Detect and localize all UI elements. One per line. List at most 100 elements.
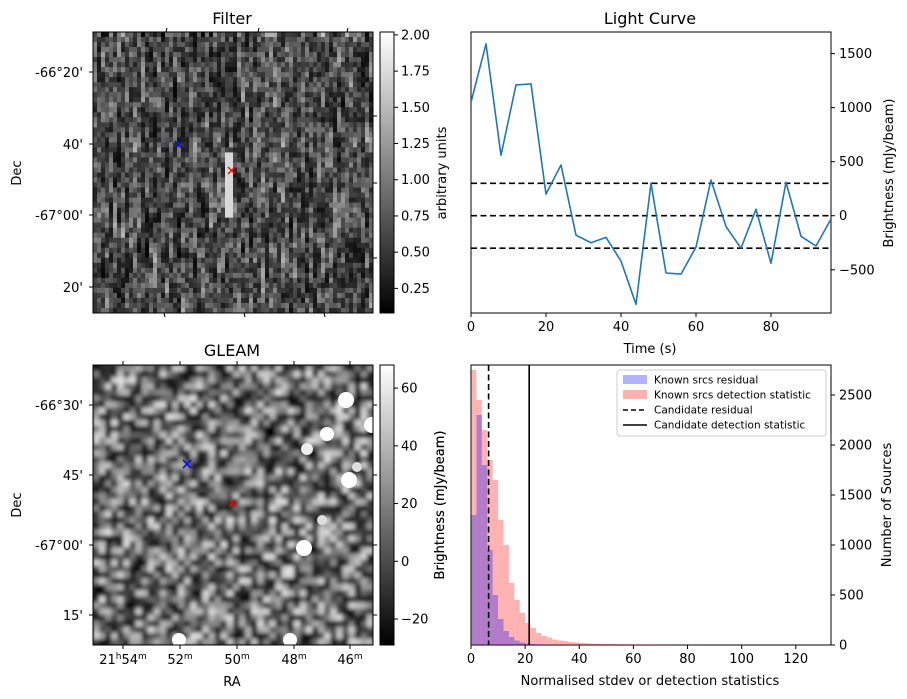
histogram-bar: [579, 642, 585, 645]
lightcurve-ytick-label: −500: [839, 263, 875, 278]
colorbar-tick-label: 40: [401, 439, 418, 454]
histogram-bar: [611, 644, 618, 645]
filter-title: Filter: [212, 9, 252, 28]
filter-ytick-label: -66°20': [35, 66, 83, 81]
histogram-bar: [471, 515, 477, 645]
histogram-bar: [627, 644, 634, 645]
histogram-bar: [525, 623, 531, 645]
lightcurve-panel: Light Curve 0 20 40 60 80 1500 1000 500 0 −500 Ti…: [467, 9, 897, 357]
gleam-axes-frame: [92, 364, 374, 646]
lightcurve-ylabel: Brightness (mJy/beam): [882, 99, 897, 248]
histogram-bar: [633, 644, 639, 645]
filter-ytick-label: 20': [63, 281, 83, 296]
histogram-xtick-label: 60: [625, 652, 642, 667]
gleam-colorbar-ticks: 60 40 20 0 −20: [394, 382, 428, 628]
histogram-bar: [552, 639, 558, 645]
histogram-bar: [519, 613, 526, 645]
histogram-bar: [481, 430, 488, 645]
gleam-ylabel: Dec: [10, 492, 25, 517]
lightcurve-xtick-label: 20: [538, 320, 555, 335]
histogram-xtick-label: 120: [783, 652, 808, 667]
lightcurve-xtick-label: 80: [763, 320, 780, 335]
histogram-xtick-label: 40: [571, 652, 588, 667]
gleam-marker-blue: [182, 459, 192, 469]
histogram-bar: [525, 643, 531, 645]
colorbar-tick-label: 2.00: [401, 28, 430, 43]
gleam-xtick-label: 21h54m: [99, 652, 147, 668]
filter-ytick-label: -67°00': [35, 209, 83, 224]
lightcurve-ytick-label: 500: [839, 155, 864, 170]
histogram-xtick-label: 80: [679, 652, 696, 667]
histogram-bar: [617, 644, 623, 645]
histogram-bar: [514, 640, 520, 645]
histogram-bar: [557, 640, 564, 645]
colorbar-tick-label: −20: [401, 613, 428, 628]
histogram-bar: [492, 480, 499, 645]
histogram-legend: Known srcs residual Known srcs detection…: [616, 369, 827, 437]
histogram-axes: 0 20 40 60 80 100 120 2500 2000 1500 1000 500 0: [467, 389, 872, 668]
histogram-bar: [519, 642, 526, 645]
lightcurve-xtick-label: 60: [688, 320, 705, 335]
gleam-xtick-label: 50m: [224, 652, 249, 668]
histogram-panel: 0 20 40 60 80 100 120 2500 2000 1500 1000 500 0 Norm…: [433, 364, 895, 689]
histogram-bar: [530, 628, 536, 645]
lightcurve-ytick-label: 0: [839, 209, 847, 224]
colorbar-tick-label: 1.25: [401, 137, 430, 152]
histogram-bar: [487, 460, 493, 645]
lightcurve-xtick-label: 0: [467, 320, 475, 335]
histogram-bar: [573, 642, 580, 645]
lightcurve-ytick-label: 1000: [839, 101, 872, 116]
colorbar-tick-label: 0.25: [401, 282, 430, 297]
histogram-ytick-label: 1500: [839, 489, 872, 504]
histogram-bar: [606, 644, 612, 645]
histogram-xtick-label: 100: [729, 652, 754, 667]
gleam-title: GLEAM: [204, 341, 260, 360]
histogram-bar: [476, 400, 482, 645]
colorbar-tick-label: 1.50: [401, 101, 430, 116]
gleam-ytick-label: 45': [63, 469, 83, 484]
histogram-bar: [476, 415, 482, 645]
histogram-bar: [508, 637, 515, 645]
histogram-bar: [481, 465, 488, 645]
histogram-bar: [541, 636, 547, 645]
histogram-ytick-label: 2500: [839, 389, 872, 404]
histogram-bar: [595, 643, 601, 645]
histogram-ytick-label: 1000: [839, 539, 872, 554]
histogram-ytick-label: 0: [839, 639, 847, 654]
filter-marker-blue: [174, 140, 183, 149]
gleam-xtick-label: 48m: [281, 652, 306, 668]
histogram-ytick-label: 2000: [839, 439, 872, 454]
colorbar-tick-label: 20: [401, 497, 418, 512]
lightcurve-plot: [471, 43, 831, 306]
lightcurve-ytick-label: 1500: [839, 47, 872, 62]
histogram-bar: [568, 642, 574, 645]
legend-label: Known srcs detection statistic: [654, 390, 811, 402]
colorbar-tick-label: 0.50: [401, 246, 430, 261]
filter-colorbar-label: arbitrary units: [435, 126, 450, 219]
legend-swatch-residual: [623, 375, 647, 384]
histogram-bar: [530, 644, 536, 645]
colorbar-tick-label: 1.75: [401, 65, 430, 80]
lightcurve-line: [471, 43, 831, 306]
filter-colorbar-ticks: 2.00 1.75 1.50 1.25 1.00 0.75 0.50 0.25: [394, 28, 430, 297]
histogram-bar: [503, 631, 509, 645]
gleam-bright-sources: [172, 392, 373, 645]
gleam-panel: GLEAM: [10, 341, 448, 690]
legend-swatch-detection: [623, 390, 647, 399]
legend-label: Candidate detection statistic: [654, 420, 806, 432]
filter-top-ticks: [163, 27, 377, 318]
histogram-ylabel-left: Brightness (mJy/beam): [433, 431, 448, 580]
histogram-plot: [471, 365, 813, 645]
filter-colorbar: [379, 31, 395, 314]
histogram-bar: [535, 644, 542, 645]
gleam-xtick-label: 46m: [337, 652, 362, 668]
histogram-bar: [584, 643, 591, 645]
histogram-axes-frame: [470, 364, 832, 646]
gleam-xticks-marks: [122, 645, 351, 649]
lightcurve-title: Light Curve: [604, 9, 696, 28]
histogram-bar: [622, 644, 628, 645]
gleam-frame-ticks: [122, 361, 377, 616]
histogram-bar: [503, 545, 509, 645]
histogram-bar: [514, 600, 520, 645]
histogram-bar: [498, 619, 504, 645]
